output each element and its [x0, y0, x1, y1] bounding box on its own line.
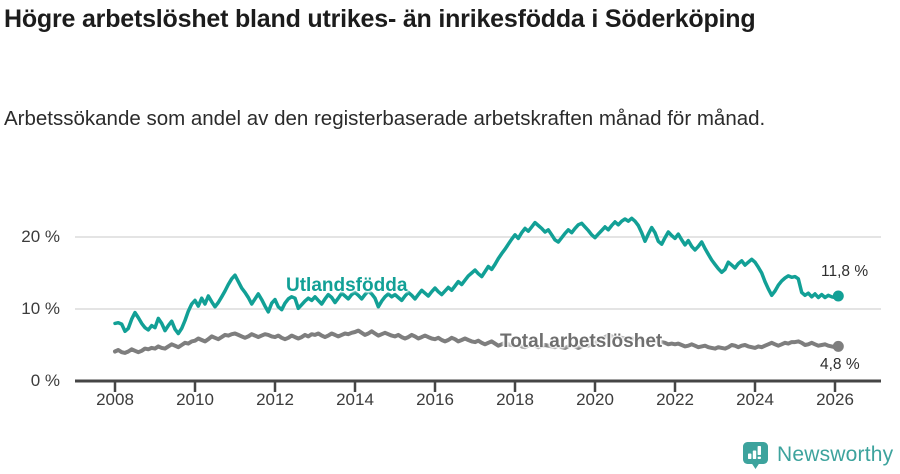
- chart-title: Högre arbetslöshet bland utrikes- än inr…: [4, 5, 756, 33]
- x-axis-label: 2008: [96, 390, 134, 409]
- x-axis-label: 2024: [736, 390, 774, 409]
- brand-footer: Newsworthy: [742, 440, 893, 470]
- series-label-total-arbetsloshet: Total arbetslöshet: [500, 331, 663, 352]
- series-line-utlandsfodda: [113, 216, 841, 336]
- end-value-label-total: 4,8 %: [820, 356, 860, 373]
- end-value-label-utlandsfodda: 11,8 %: [821, 263, 869, 280]
- x-axis-label: 2018: [496, 390, 534, 409]
- newsworthy-logo-icon: [743, 442, 768, 469]
- x-axis-label: 2014: [336, 390, 374, 409]
- brand-name: Newsworthy: [777, 443, 894, 466]
- x-axis-label: 2020: [576, 390, 614, 409]
- series-label-utlandsfodda: Utlandsfödda: [286, 275, 408, 296]
- y-axis-label: 0 %: [30, 371, 60, 390]
- series-end-dot-utlandsfodda: [832, 290, 844, 302]
- x-axis-label: 2012: [256, 390, 294, 409]
- x-axis-label: 2016: [416, 390, 454, 409]
- x-axis-label: 2022: [656, 390, 694, 409]
- series-end-dot-total-arbetsloshet: [832, 340, 844, 352]
- series-line-total-arbetsloshet: [113, 328, 841, 355]
- chart-subtitle: Arbetssökande som andel av den registerb…: [4, 107, 766, 130]
- x-axis-label: 2010: [176, 390, 214, 409]
- x-axis-label: 2026: [816, 390, 854, 409]
- y-axis-label: 10 %: [21, 299, 60, 318]
- y-axis-label: 20 %: [21, 227, 60, 246]
